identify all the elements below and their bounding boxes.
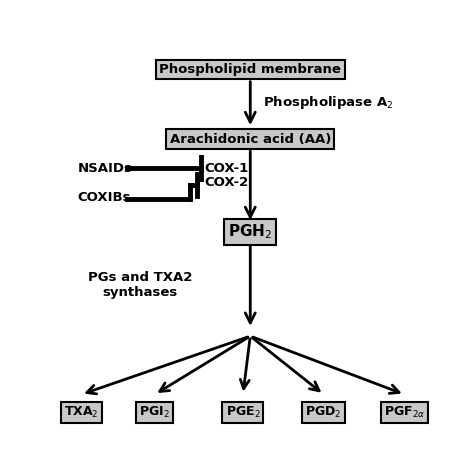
- Text: Phospholipase A$_2$: Phospholipase A$_2$: [263, 94, 393, 111]
- Text: PGE$_2$: PGE$_2$: [226, 405, 260, 420]
- Text: PGF$_{2\alpha}$: PGF$_{2\alpha}$: [384, 405, 425, 420]
- Text: COX-2: COX-2: [204, 176, 248, 189]
- Text: COX-1: COX-1: [204, 162, 248, 175]
- Text: Arachidonic acid (AA): Arachidonic acid (AA): [170, 133, 331, 146]
- Text: TXA$_2$: TXA$_2$: [64, 405, 99, 420]
- Text: NSAIDs: NSAIDs: [78, 162, 133, 175]
- Text: COXIBs: COXIBs: [78, 191, 131, 204]
- Text: PGH$_2$: PGH$_2$: [228, 223, 273, 241]
- Text: PGs and TXA2
synthases: PGs and TXA2 synthases: [88, 271, 192, 299]
- Text: Phospholipid membrane: Phospholipid membrane: [159, 63, 341, 76]
- Text: PGI$_2$: PGI$_2$: [139, 405, 170, 420]
- Text: PGD$_2$: PGD$_2$: [305, 405, 342, 420]
